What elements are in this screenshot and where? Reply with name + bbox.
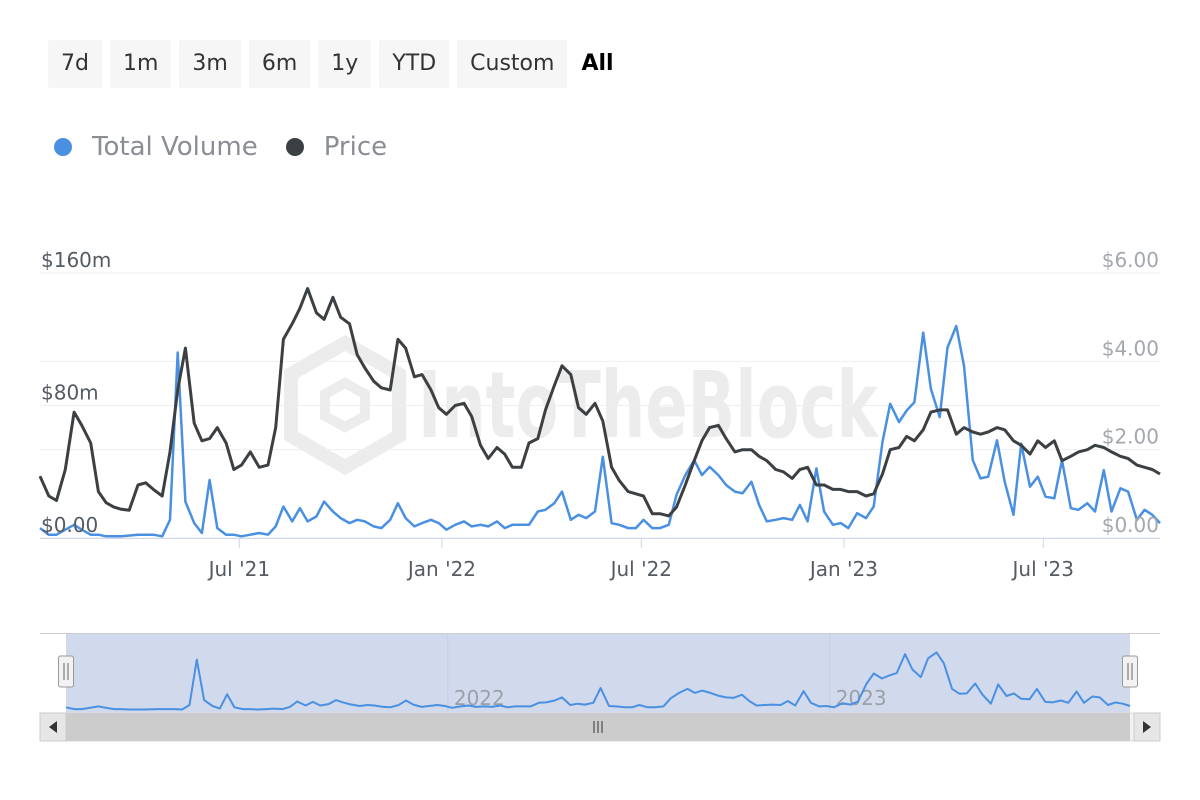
y-right-tick-label: $2.00 <box>1102 425 1159 449</box>
navigator[interactable]: 2022 2023 <box>40 633 1160 713</box>
navigator-year-label: 2023 <box>836 686 887 710</box>
series-price <box>38 287 1161 518</box>
x-tick-label: Jan '23 <box>808 557 878 581</box>
y-left-tick-label: $160m <box>41 248 111 272</box>
y-right-tick-label: $4.00 <box>1102 336 1159 360</box>
range-button-6m[interactable]: 6m <box>248 40 311 88</box>
navigator-selected-range[interactable] <box>66 634 1130 713</box>
range-button-all[interactable]: All <box>581 51 614 76</box>
y-left-tick-label: $80m <box>41 381 99 405</box>
arrow-right-icon <box>1143 721 1151 733</box>
range-button-custom[interactable]: Custom <box>457 40 568 88</box>
legend-dot-icon <box>54 138 72 156</box>
watermark-logo-icon <box>284 334 406 476</box>
legend-label: Price <box>323 132 388 162</box>
navigator-background <box>40 633 1160 713</box>
y-right-tick-label: $0.00 <box>1102 513 1159 537</box>
time-range-selector: 7d 1m 3m 6m 1y YTD Custom All <box>48 40 620 88</box>
range-button-ytd[interactable]: YTD <box>379 40 450 88</box>
chart-legend: Total Volume Price <box>54 132 415 162</box>
y-right-tick-label: $6.00 <box>1102 248 1159 272</box>
series-total-volume <box>39 324 1161 538</box>
legend-item-total-volume[interactable]: Total Volume <box>54 132 258 162</box>
series-line <box>38 287 1161 518</box>
scrollbar[interactable] <box>39 712 1161 742</box>
x-tick-label: Jul '21 <box>207 557 270 581</box>
watermark-logo-inner <box>320 377 370 433</box>
x-tick-label: Jan '22 <box>406 557 476 581</box>
legend-item-price[interactable]: Price <box>285 132 388 162</box>
handle-grip-icon[interactable] <box>1122 655 1138 688</box>
navigator-left-handle[interactable] <box>58 655 74 688</box>
x-tick-label: Jul '23 <box>1011 557 1074 581</box>
handle-grip-icon[interactable] <box>58 655 74 688</box>
legend-dot-icon <box>285 138 304 156</box>
y-left-tick-label: $0.00 <box>41 513 98 537</box>
navigator-right-handle[interactable] <box>1122 655 1138 688</box>
series-line <box>39 324 1161 538</box>
x-tick-label: Jul '22 <box>609 557 672 581</box>
range-button-7d[interactable]: 7d <box>48 40 102 88</box>
legend-label: Total Volume <box>92 132 258 162</box>
range-button-3m[interactable]: 3m <box>179 40 241 88</box>
arrow-left-icon <box>49 721 57 733</box>
navigator-series-line <box>65 651 1131 711</box>
range-button-1m[interactable]: 1m <box>109 40 172 88</box>
range-button-1y[interactable]: 1y <box>318 40 372 88</box>
